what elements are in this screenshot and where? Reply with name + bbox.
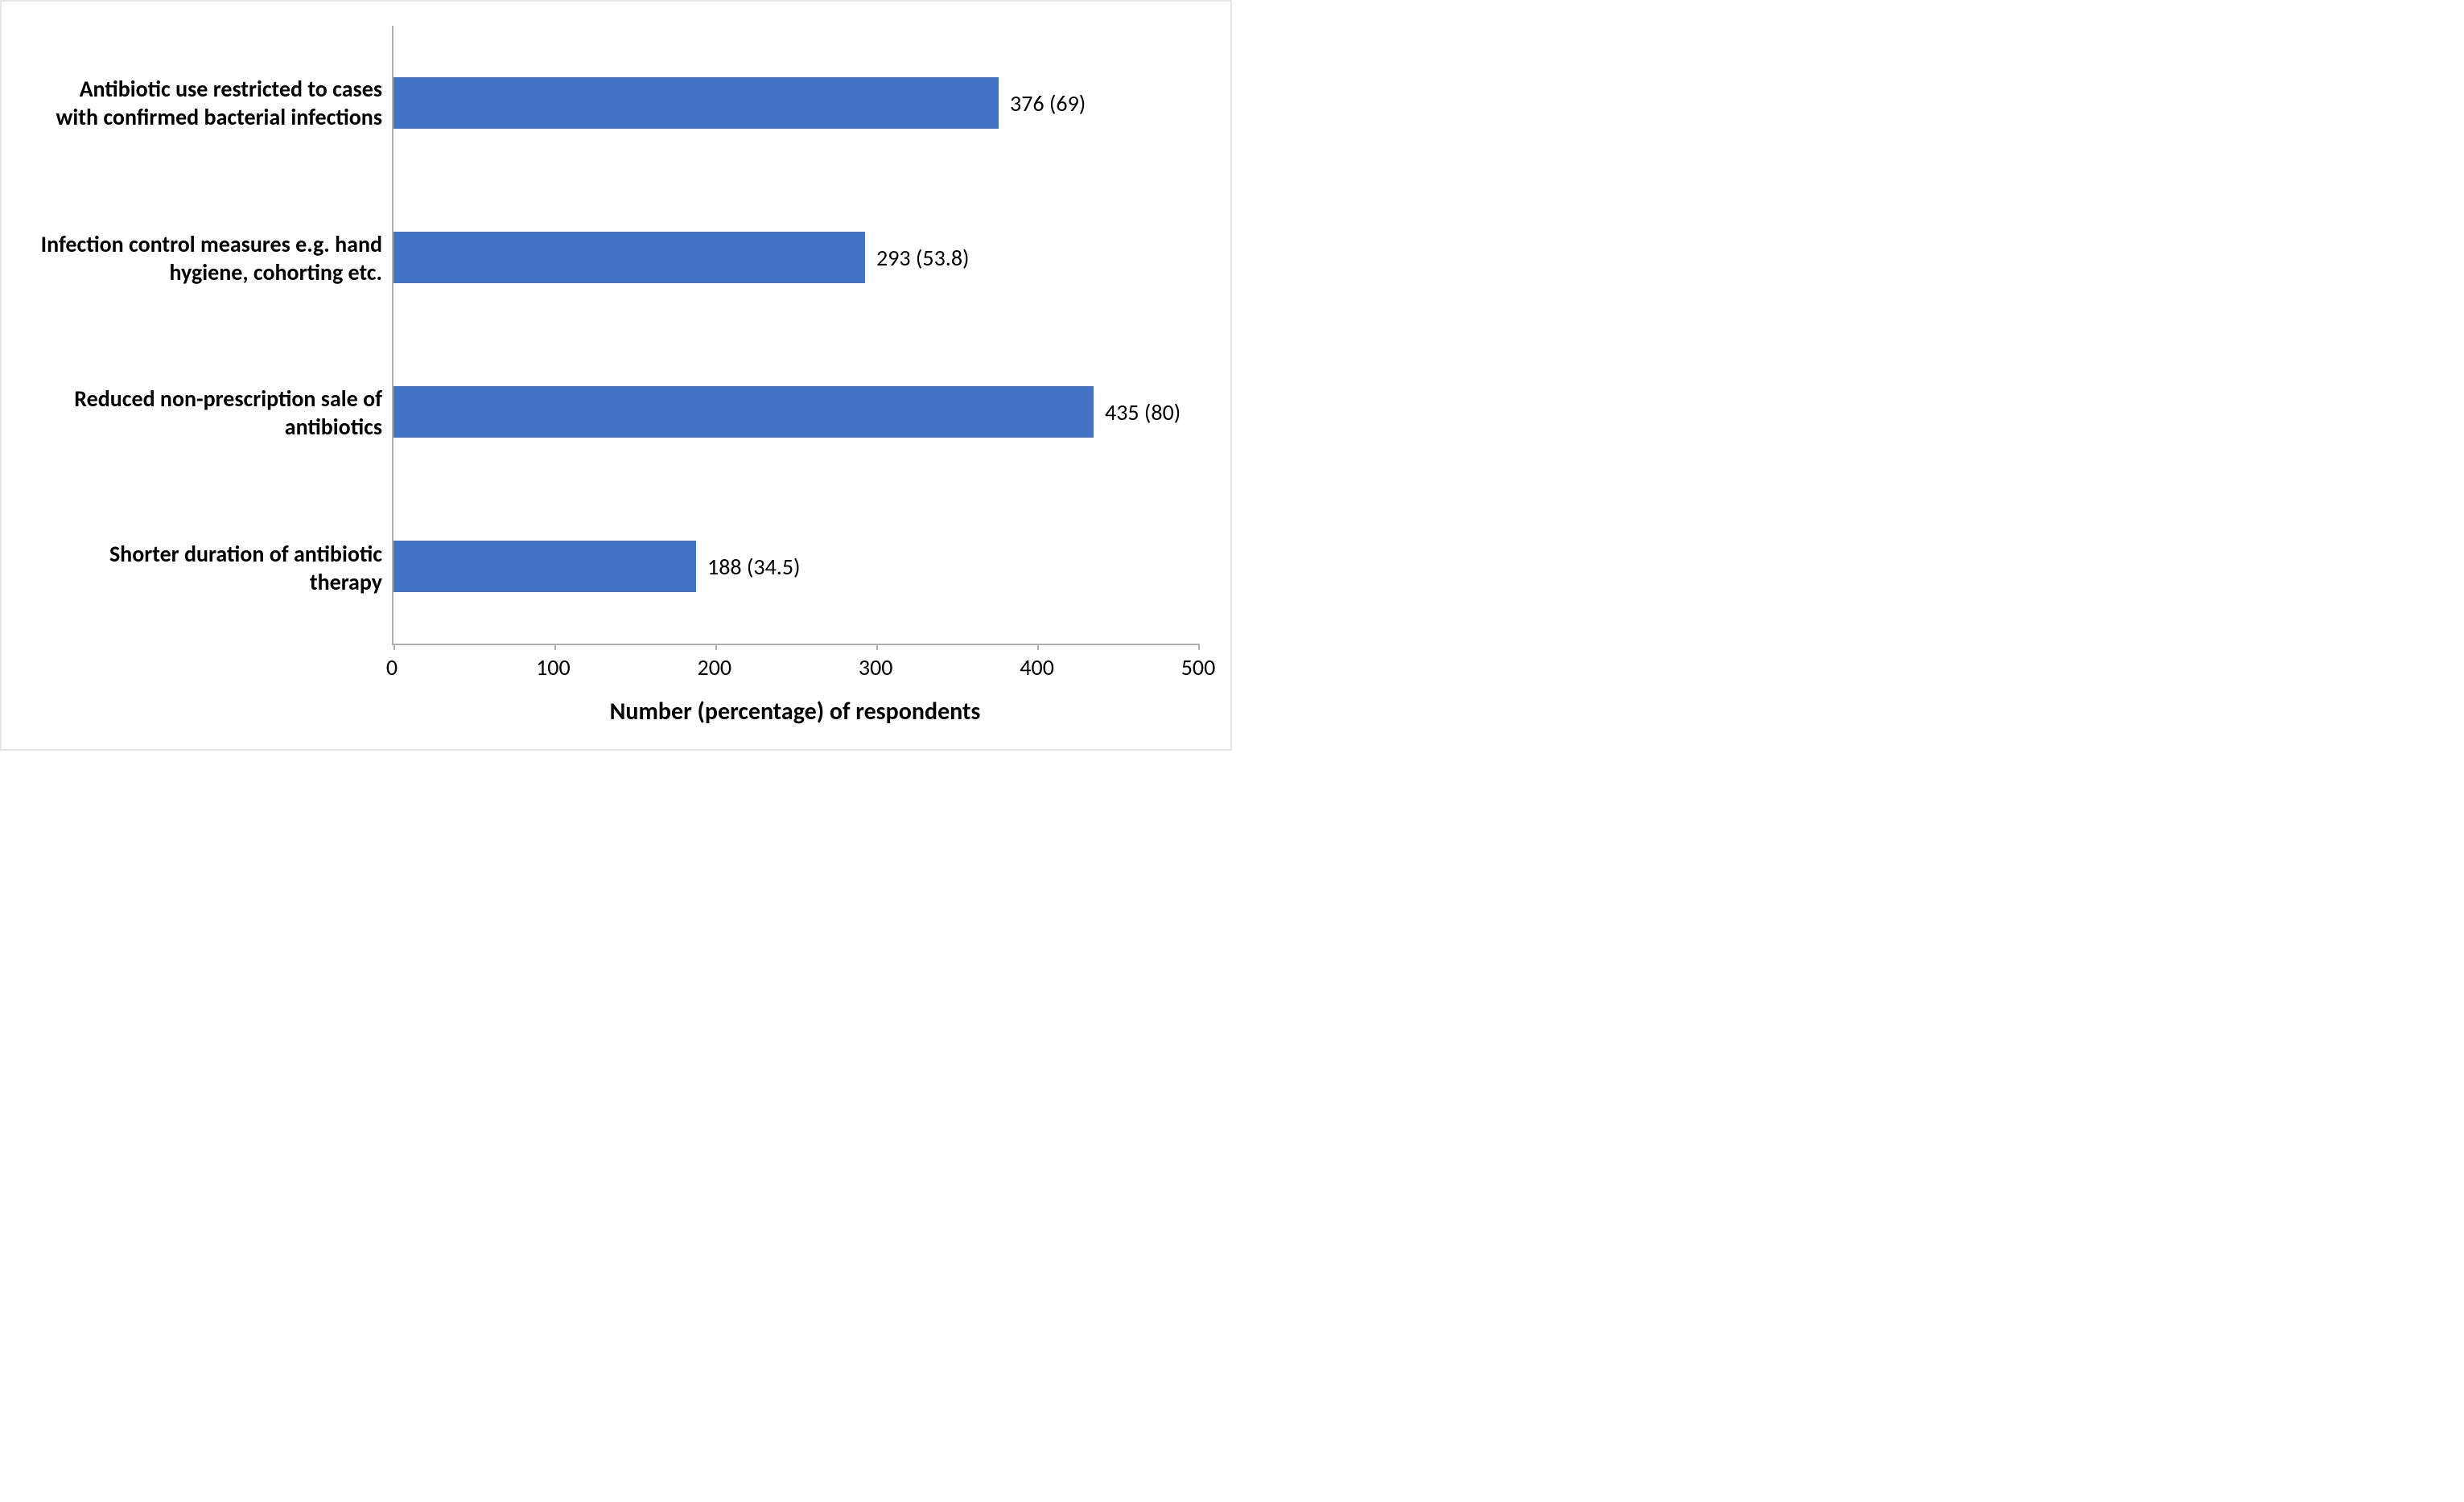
bar-value-label: 188 (34.5) xyxy=(707,553,801,581)
bar xyxy=(393,77,999,129)
x-title-row: Number (percentage) of respondents xyxy=(34,689,1198,726)
x-tick xyxy=(1198,644,1200,650)
bar-value-label: 293 (53.8) xyxy=(876,244,970,272)
y-axis-labels: Antibiotic use restricted to cases with … xyxy=(34,26,392,645)
x-tick-label: 400 xyxy=(1020,653,1054,681)
bar xyxy=(393,541,696,592)
bar-row: 293 (53.8) xyxy=(393,232,1198,283)
bar-row: 435 (80) xyxy=(393,386,1198,438)
bars-group: 376 (69) 293 (53.8) 435 (80) 188 (34.5) xyxy=(393,26,1198,644)
bar-value-label: 376 (69) xyxy=(1010,89,1086,117)
y-axis-label: Reduced non-prescription sale of antibio… xyxy=(34,385,382,441)
plot-wrap: 376 (69) 293 (53.8) 435 (80) 188 (34.5) xyxy=(392,26,1198,645)
x-tick-label: 300 xyxy=(859,653,893,681)
bar xyxy=(393,232,865,283)
plot-area: 376 (69) 293 (53.8) 435 (80) 188 (34.5) xyxy=(392,26,1198,645)
bar-row: 188 (34.5) xyxy=(393,541,1198,592)
x-title-area: Number (percentage) of respondents xyxy=(392,689,1198,726)
spacer xyxy=(34,645,392,689)
bar-value-label: 435 (80) xyxy=(1105,398,1180,426)
bar-row: 376 (69) xyxy=(393,77,1198,129)
y-axis-label: Infection control measures e.g. hand hyg… xyxy=(34,230,382,286)
x-tick-labels-row: 0100200300400500 xyxy=(34,645,1198,689)
y-axis-label: Shorter duration of antibiotic therapy xyxy=(34,540,382,596)
x-tick-label: 200 xyxy=(698,653,732,681)
x-tick-labels: 0100200300400500 xyxy=(392,653,1198,689)
chart-body: Antibiotic use restricted to cases with … xyxy=(34,26,1198,645)
x-tick-label: 0 xyxy=(386,653,398,681)
spacer xyxy=(34,689,392,726)
x-tick-label: 500 xyxy=(1181,653,1216,681)
x-tick-label: 100 xyxy=(536,653,571,681)
chart-container: Antibiotic use restricted to cases with … xyxy=(0,0,1232,751)
bar xyxy=(393,386,1094,438)
x-axis-title: Number (percentage) of respondents xyxy=(392,697,1198,726)
x-tick-labels-area: 0100200300400500 xyxy=(392,645,1198,689)
y-axis-label: Antibiotic use restricted to cases with … xyxy=(34,75,382,131)
